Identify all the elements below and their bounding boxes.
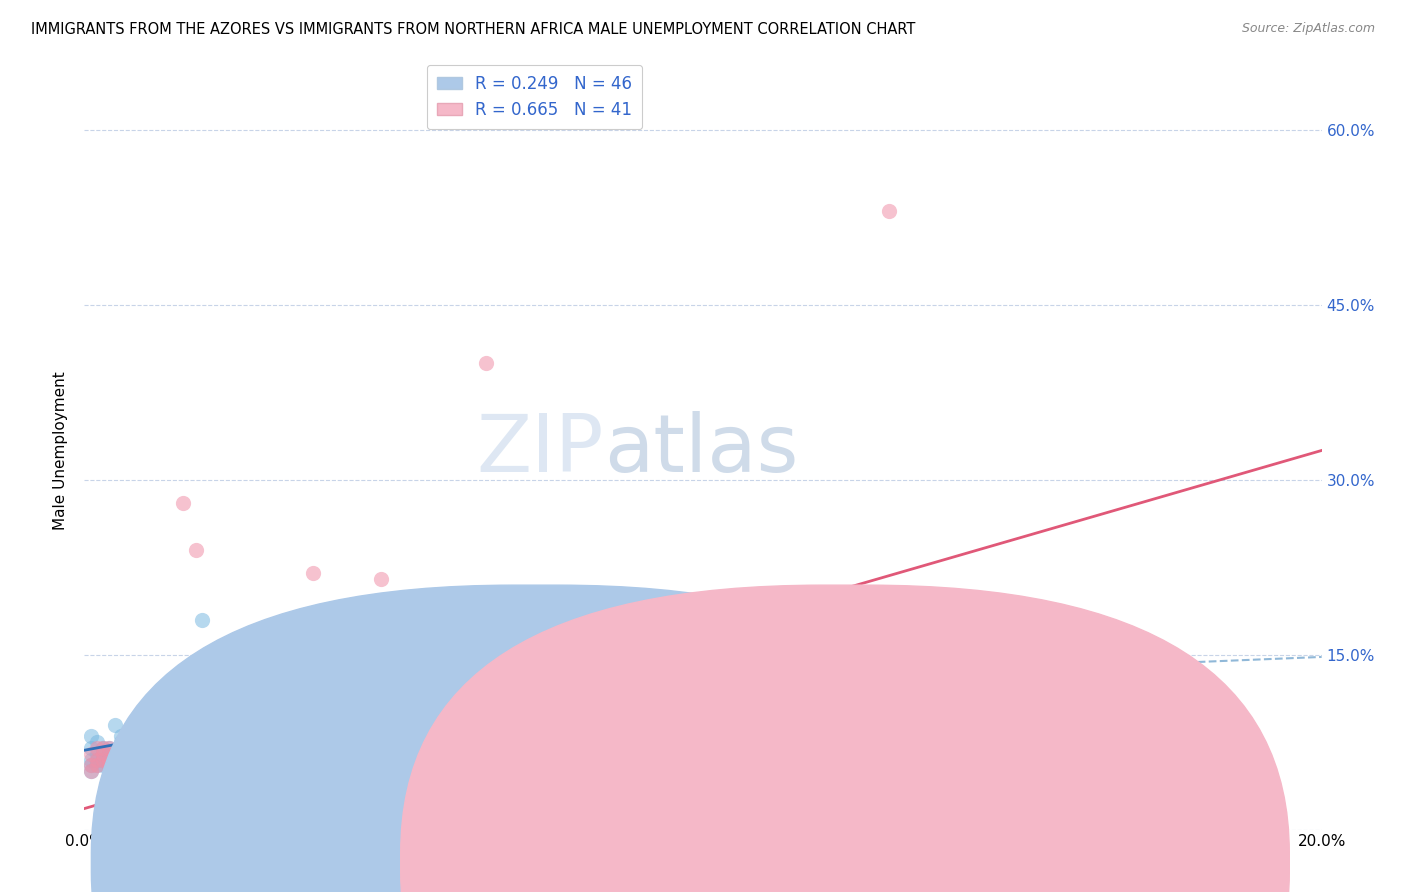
Text: IMMIGRANTS FROM THE AZORES VS IMMIGRANTS FROM NORTHERN AFRICA MALE UNEMPLOYMENT : IMMIGRANTS FROM THE AZORES VS IMMIGRANTS… <box>31 22 915 37</box>
Point <box>98 753 121 767</box>
Point <box>246 689 269 703</box>
Point <box>86 735 108 749</box>
Point <box>91 740 114 755</box>
Point <box>333 799 356 814</box>
Point <box>86 740 108 755</box>
Point <box>166 717 188 731</box>
Point <box>86 753 108 767</box>
Point <box>79 764 101 779</box>
Point <box>129 717 152 731</box>
Y-axis label: Male Unemployment: Male Unemployment <box>53 371 69 530</box>
Point <box>228 723 250 738</box>
Point <box>122 753 145 767</box>
Point <box>364 689 387 703</box>
Point <box>91 747 114 761</box>
Point <box>240 706 263 720</box>
Point <box>135 717 157 731</box>
Point <box>129 723 152 738</box>
Point <box>79 740 101 755</box>
Point <box>135 747 157 761</box>
Point <box>475 356 498 370</box>
Point <box>91 753 114 767</box>
Point <box>259 682 281 697</box>
Point <box>191 613 214 627</box>
Point <box>86 758 108 772</box>
Text: Immigrants from the Azores: Immigrants from the Azores <box>596 854 810 868</box>
Point <box>86 747 108 761</box>
Point <box>141 753 163 767</box>
Point <box>877 204 900 219</box>
Point <box>122 723 145 738</box>
Point <box>110 753 132 767</box>
Point <box>104 747 127 761</box>
Point <box>98 753 121 767</box>
Point <box>110 740 132 755</box>
Point <box>209 753 232 767</box>
Point <box>166 700 188 714</box>
Point <box>104 747 127 761</box>
Point <box>91 753 114 767</box>
Point <box>370 572 392 586</box>
Point <box>117 735 139 749</box>
Point <box>98 740 121 755</box>
Point <box>413 793 436 807</box>
Point <box>110 735 132 749</box>
Point <box>79 729 101 743</box>
Text: ZIP: ZIP <box>477 411 605 490</box>
Point <box>135 712 157 726</box>
Point <box>98 758 121 772</box>
Point <box>277 776 299 790</box>
Point <box>117 729 139 743</box>
Point <box>98 758 121 772</box>
Point <box>179 694 201 708</box>
Legend: R = 0.249   N = 46, R = 0.665   N = 41: R = 0.249 N = 46, R = 0.665 N = 41 <box>427 64 643 128</box>
Point <box>79 747 101 761</box>
Point <box>86 758 108 772</box>
Point <box>259 753 281 767</box>
Point <box>153 706 176 720</box>
Point <box>228 689 250 703</box>
Point <box>98 747 121 761</box>
Point <box>302 566 325 580</box>
Point <box>104 758 127 772</box>
Point <box>117 753 139 767</box>
Point <box>129 753 152 767</box>
Point <box>197 747 219 761</box>
Text: atlas: atlas <box>605 411 799 490</box>
Point <box>79 758 101 772</box>
Point <box>184 542 207 557</box>
Point <box>277 618 299 632</box>
Point <box>110 740 132 755</box>
Point <box>110 729 132 743</box>
Point <box>79 758 101 772</box>
Point <box>104 753 127 767</box>
Point <box>148 747 170 761</box>
Point <box>117 740 139 755</box>
Point <box>321 671 343 685</box>
Point <box>98 740 121 755</box>
Point <box>295 694 318 708</box>
Point <box>209 694 232 708</box>
Point <box>79 753 101 767</box>
Point <box>86 753 108 767</box>
Point <box>153 723 176 738</box>
Point <box>104 717 127 731</box>
Point <box>91 740 114 755</box>
Point <box>91 747 114 761</box>
Point <box>91 758 114 772</box>
Point <box>79 764 101 779</box>
Point <box>172 496 194 510</box>
Point <box>122 740 145 755</box>
Point <box>122 729 145 743</box>
Point <box>630 659 652 673</box>
Point <box>104 753 127 767</box>
Point <box>148 706 170 720</box>
Point <box>141 712 163 726</box>
Text: Source: ZipAtlas.com: Source: ZipAtlas.com <box>1241 22 1375 36</box>
Text: Immigrants from Northern Africa: Immigrants from Northern Africa <box>887 854 1137 868</box>
